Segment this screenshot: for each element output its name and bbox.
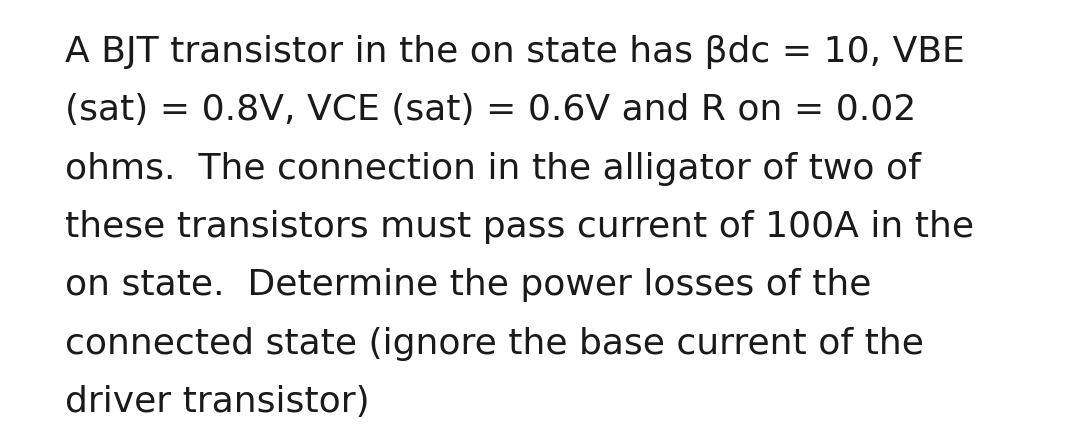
Text: ohms.  The connection in the alligator of two of: ohms. The connection in the alligator of… <box>65 152 920 186</box>
Text: on state.  Determine the power losses of the: on state. Determine the power losses of … <box>65 268 872 303</box>
Text: these transistors must pass current of 100A in the: these transistors must pass current of 1… <box>65 210 974 244</box>
Text: connected state (ignore the base current of the: connected state (ignore the base current… <box>65 327 923 361</box>
Text: A BJT transistor in the on state has βdc = 10, VBE: A BJT transistor in the on state has βdc… <box>65 35 964 69</box>
Text: driver transistor): driver transistor) <box>65 385 369 420</box>
Text: (sat) = 0.8V, VCE (sat) = 0.6V and R on = 0.02: (sat) = 0.8V, VCE (sat) = 0.6V and R on … <box>65 93 916 127</box>
